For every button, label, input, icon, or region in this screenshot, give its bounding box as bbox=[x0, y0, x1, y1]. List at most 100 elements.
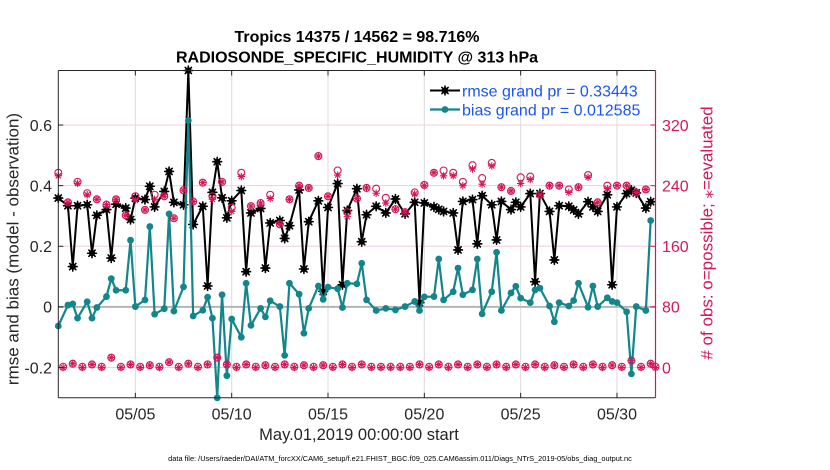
bias-point bbox=[401, 303, 409, 310]
obs-evaluated-marker bbox=[603, 184, 612, 193]
bias-point bbox=[435, 255, 443, 263]
rmse-point bbox=[549, 254, 560, 266]
rmse-marker-spokes bbox=[91, 210, 103, 221]
bias-point bbox=[358, 259, 366, 267]
obs-evaluated-marker bbox=[343, 213, 351, 221]
rmse-point bbox=[120, 202, 131, 214]
obs-evaluated-marker bbox=[541, 363, 549, 372]
obs-evaluated-marker bbox=[531, 360, 539, 369]
rmse-point bbox=[313, 195, 324, 207]
obs-evaluated-marker bbox=[632, 188, 640, 197]
bias-point bbox=[209, 314, 216, 322]
rmse-point bbox=[322, 202, 334, 213]
obs-evaluated-marker bbox=[425, 363, 433, 372]
obs-evaluated-marker bbox=[478, 180, 486, 188]
rmse-point bbox=[611, 201, 623, 213]
obs-evaluated-marker bbox=[199, 178, 207, 187]
bias-point bbox=[266, 297, 274, 305]
bias-point bbox=[613, 299, 621, 307]
obs-evaluated-marker bbox=[97, 363, 106, 372]
rmse-point bbox=[202, 280, 213, 292]
obs-evaluated-marker bbox=[521, 363, 530, 372]
rmse-marker-spokes bbox=[457, 196, 469, 207]
bias-point bbox=[223, 372, 231, 380]
rmse-point bbox=[279, 233, 290, 244]
rmse-marker-spokes bbox=[125, 214, 136, 225]
obs-evaluated-marker bbox=[377, 363, 385, 372]
bias-point bbox=[353, 280, 361, 288]
bias-point bbox=[512, 282, 520, 290]
obs-evaluated-marker bbox=[290, 363, 298, 372]
bias-point bbox=[420, 293, 428, 301]
obs-evaluated-marker bbox=[613, 181, 621, 190]
obs-evaluated-marker bbox=[646, 360, 655, 368]
rmse-marker-spokes bbox=[139, 194, 151, 205]
obs-evaluated-marker bbox=[126, 360, 135, 369]
rmse-marker-spokes bbox=[491, 234, 502, 246]
bias-point bbox=[112, 286, 120, 294]
bias-point bbox=[242, 279, 250, 287]
bias-series bbox=[54, 117, 655, 402]
rmse-marker-spokes bbox=[284, 220, 295, 231]
bias-point bbox=[237, 333, 245, 341]
obs-evaluated-marker bbox=[594, 198, 602, 207]
legend-entry-bias: bias grand pr = 0.012585 bbox=[430, 103, 640, 120]
obs-evaluated-marker bbox=[358, 360, 366, 369]
rmse-point bbox=[86, 248, 98, 259]
bias-point bbox=[469, 286, 476, 294]
rmse-point bbox=[139, 194, 151, 205]
bias-point bbox=[247, 321, 255, 329]
obs-evaluated-marker bbox=[608, 361, 616, 369]
obs-evaluated-marker bbox=[141, 206, 149, 214]
obs-evaluated-marker bbox=[459, 181, 467, 190]
obs-evaluated-marker bbox=[88, 360, 96, 369]
obs-evaluated-marker bbox=[150, 195, 159, 203]
obs-evaluated-marker bbox=[223, 360, 231, 369]
bias-point bbox=[122, 286, 130, 294]
obs-evaluated-marker bbox=[218, 178, 226, 186]
obs-evaluated-marker bbox=[165, 358, 173, 366]
obs-evaluated-marker bbox=[102, 200, 111, 209]
rmse-point bbox=[149, 201, 160, 213]
rmse-marker-spokes bbox=[240, 266, 252, 277]
rmse-marker-spokes bbox=[149, 201, 160, 213]
rmse-marker-spokes bbox=[529, 276, 541, 287]
obs-evaluated-marker bbox=[468, 165, 477, 173]
bias-point bbox=[632, 303, 640, 310]
rmse-point bbox=[491, 234, 502, 246]
obs-evaluated-marker bbox=[473, 360, 481, 369]
rmse-marker-spokes bbox=[82, 199, 93, 210]
obs-evaluated-marker bbox=[314, 152, 323, 160]
rmse-point bbox=[448, 207, 459, 219]
bias-point bbox=[550, 318, 558, 326]
obs-evaluated-marker bbox=[497, 183, 506, 191]
rmse-marker-spokes bbox=[86, 248, 98, 259]
bias-point bbox=[69, 300, 77, 308]
rmse-point bbox=[332, 178, 343, 189]
bias-point bbox=[295, 290, 303, 298]
y-tick-label: 0.6 bbox=[30, 118, 52, 135]
rmse-marker-spokes bbox=[226, 195, 237, 207]
obs-evaluated-marker bbox=[444, 363, 453, 372]
rmse-point bbox=[82, 199, 93, 210]
obs-evaluated-marker bbox=[237, 172, 246, 181]
obs-evaluated-marker bbox=[155, 363, 164, 372]
rmse-point bbox=[236, 185, 247, 196]
rmse-marker-spokes bbox=[67, 261, 78, 272]
bias-point bbox=[594, 303, 602, 310]
rmse-point bbox=[496, 196, 507, 207]
rmse-point bbox=[573, 208, 584, 220]
bias-point bbox=[372, 307, 380, 314]
obs-evaluated-marker bbox=[372, 189, 380, 197]
rmse-marker-spokes bbox=[573, 208, 584, 220]
rmse-point bbox=[380, 207, 391, 219]
bias-point bbox=[88, 314, 96, 322]
y2-tick-label: 80 bbox=[662, 300, 680, 317]
legend-bias-label: bias grand pr = 0.012585 bbox=[462, 103, 640, 120]
bias-point bbox=[575, 279, 582, 287]
rmse-marker-spokes bbox=[439, 85, 451, 96]
rmse-marker-spokes bbox=[144, 181, 156, 192]
obs-evaluated-marker bbox=[565, 188, 573, 197]
bias-point bbox=[497, 307, 505, 314]
rmse-point bbox=[457, 196, 469, 207]
